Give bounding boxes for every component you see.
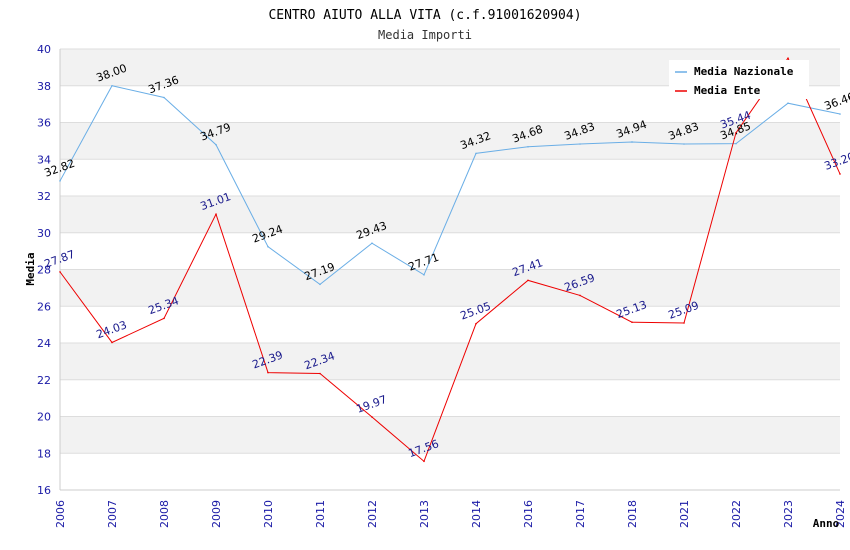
data-point <box>787 57 789 59</box>
x-tick-label: 2010 <box>262 500 275 528</box>
data-point <box>631 321 633 324</box>
x-tick-label: 2012 <box>366 500 379 528</box>
x-tick-label: 2022 <box>730 500 743 528</box>
data-point <box>371 242 373 245</box>
x-tick-label: 2017 <box>574 500 587 528</box>
data-label: 19.97 <box>355 393 389 416</box>
y-tick-label: 36 <box>37 117 51 130</box>
data-point <box>215 213 217 215</box>
data-point <box>371 416 373 418</box>
legend-label-media-nazionale: Media Nazionale <box>694 65 794 78</box>
data-point <box>735 131 737 134</box>
data-point <box>267 245 269 248</box>
y-tick-label: 30 <box>37 227 51 240</box>
x-tick-label: 2006 <box>54 500 67 528</box>
y-tick-label: 22 <box>37 374 51 387</box>
y-tick-label: 16 <box>37 484 51 497</box>
data-point <box>527 145 529 148</box>
x-tick-label: 2024 <box>834 500 847 528</box>
data-point <box>59 180 61 182</box>
grid-band <box>60 416 840 454</box>
x-tick-label: 2016 <box>522 500 535 528</box>
data-point <box>111 341 113 344</box>
series-line-media-nazionale <box>59 85 841 286</box>
x-axis-label: Anno <box>813 517 840 530</box>
data-point <box>319 372 321 375</box>
data-point <box>579 143 581 145</box>
data-point <box>683 322 685 324</box>
y-axis-label: Media <box>24 252 37 285</box>
data-point <box>787 102 789 105</box>
data-point <box>423 460 425 463</box>
x-tick-label: 2011 <box>314 500 327 528</box>
data-point <box>839 113 841 115</box>
grid-band <box>60 269 840 307</box>
data-point <box>839 173 841 175</box>
data-point <box>631 141 633 143</box>
x-tick-label: 2023 <box>782 500 795 528</box>
data-point <box>215 143 217 146</box>
y-tick-label: 38 <box>37 80 51 93</box>
x-tick-label: 2007 <box>106 500 119 528</box>
chart-title: CENTRO AIUTO ALLA VITA (c.f.91001620904) <box>268 8 581 23</box>
data-point <box>319 283 321 286</box>
x-tick-label: 2021 <box>678 500 691 528</box>
data-point <box>423 274 425 276</box>
x-tick-label: 2018 <box>626 500 639 528</box>
data-point <box>163 317 165 320</box>
chart-subtitle: Media Importi <box>378 28 472 42</box>
data-point <box>527 279 529 282</box>
data-point <box>579 294 581 297</box>
x-tick-labels: 2006 2007 2008 2009 2010 2011 2012 2013 2014 2016… <box>54 500 847 528</box>
data-point <box>163 96 165 99</box>
series-line-media-ente <box>59 57 841 463</box>
data-point <box>59 271 61 273</box>
y-tick-labels: 16 18 20 22 24 26 28 30 32 34 36 38 40 <box>37 43 51 497</box>
x-tick-label: 2013 <box>418 500 431 528</box>
axes <box>59 49 840 491</box>
y-tick-label: 26 <box>37 300 51 313</box>
y-tick-label: 34 <box>37 153 51 166</box>
series-layer <box>59 57 841 463</box>
data-labels: 32.8238.0037.3634.7929.2427.1929.4327.71… <box>43 62 850 461</box>
y-tick-label: 24 <box>37 337 51 350</box>
data-label: 24.03 <box>95 318 129 341</box>
grid-band <box>60 122 840 160</box>
y-tick-label: 20 <box>37 411 51 424</box>
y-tick-label: 40 <box>37 43 51 56</box>
data-point <box>683 143 685 145</box>
grid-band <box>60 343 840 380</box>
data-point <box>735 142 737 145</box>
data-point <box>111 84 113 87</box>
data-label: 36.46 <box>823 90 850 113</box>
legend-box <box>669 60 809 99</box>
legend-label-media-ente: Media Ente <box>694 84 761 97</box>
data-point <box>267 371 269 374</box>
y-tick-label: 18 <box>37 447 51 460</box>
y-tick-label: 28 <box>37 264 51 277</box>
legend: Media Nazionale Media Ente <box>669 60 809 99</box>
x-tick-label: 2009 <box>210 500 223 528</box>
x-tick-label: 2008 <box>158 500 171 528</box>
y-tick-label: 32 <box>37 190 51 203</box>
data-point <box>475 152 477 155</box>
data-point <box>475 322 477 325</box>
x-tick-label: 2014 <box>470 500 483 528</box>
